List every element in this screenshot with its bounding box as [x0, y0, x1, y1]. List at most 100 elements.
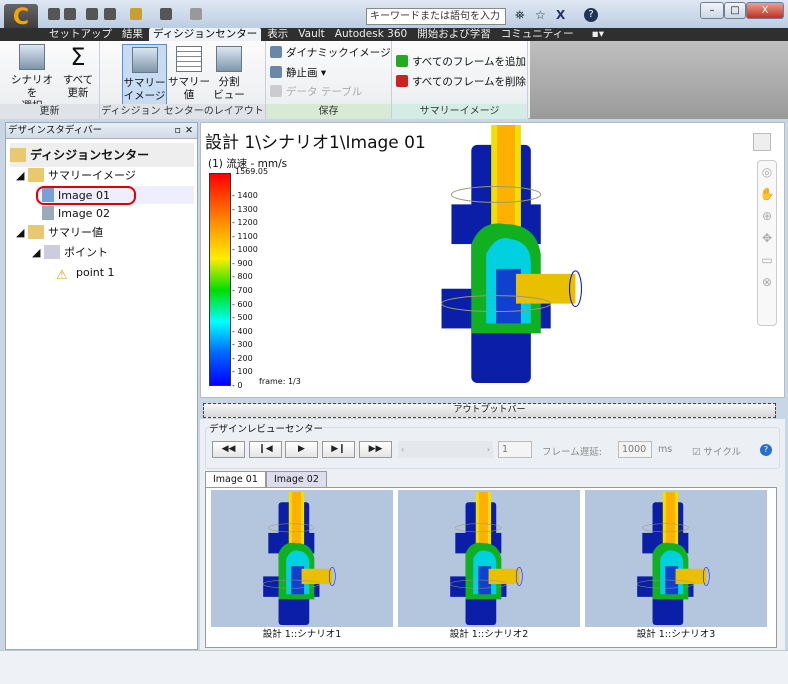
import-icon[interactable] [130, 8, 142, 20]
panel-label: ディシジョン センターのレイアウト [100, 104, 265, 119]
panel-save: ダイナミックイメージ 静止画 ▾ データ テーブル 保存 [266, 41, 392, 119]
still-image-icon [270, 66, 282, 78]
star-icon[interactable]: ☆ [535, 8, 546, 22]
last-frame-button[interactable]: ▶▶ [359, 441, 392, 458]
search-input[interactable]: キーワードまたは語句を入力 [366, 8, 506, 25]
legend-tick: - 100 [232, 367, 253, 377]
tab-image-02[interactable]: Image 02 [266, 471, 327, 487]
frame-spinner[interactable]: 1 [498, 441, 532, 458]
tab-getting-started[interactable]: 開始および学習 [417, 28, 491, 40]
orbit-icon[interactable]: ✥ [761, 231, 773, 245]
summary-image-button[interactable]: サマリー イメージ [122, 44, 167, 105]
tab-results[interactable]: 結果 [122, 28, 143, 40]
delete-frame-icon [396, 75, 408, 87]
save-as-icon[interactable] [104, 8, 116, 20]
navigation-bar[interactable]: ◎ ✋ ⊕ ✥ ▭ ⊗ [757, 160, 777, 326]
grid-icon [176, 46, 202, 72]
next-frame-button[interactable]: ▶❙ [322, 441, 355, 458]
video-icon[interactable]: ▪▾ [591, 28, 604, 40]
update-all-button[interactable]: Σ すべて 更新 [62, 43, 94, 99]
image-icon [42, 188, 54, 202]
view-cube-icon[interactable] [753, 133, 771, 151]
help-icon[interactable]: ? [760, 444, 772, 456]
minimize-button[interactable]: – [700, 2, 724, 19]
steering-wheel-icon[interactable]: ◎ [761, 165, 773, 179]
maximize-button[interactable]: □ [724, 2, 746, 19]
frame-label: frame: 1/3 [259, 377, 301, 386]
select-scenario-button[interactable]: シナリオを選択 [8, 44, 56, 113]
play-button[interactable]: ▶ [285, 441, 318, 458]
tree-item-image-01[interactable]: Image 01 [36, 186, 194, 205]
help-icon[interactable]: ? [584, 8, 598, 22]
add-all-frames-button[interactable]: すべてのフレームを追加 [396, 54, 526, 70]
panel-label: 更新 [0, 104, 99, 119]
select-scenario-icon [19, 44, 45, 70]
cycle-checkbox[interactable]: ☑ サイクル [692, 447, 742, 458]
tab-setup[interactable]: セットアップ [49, 28, 112, 40]
zoom-icon[interactable]: ⊕ [761, 209, 773, 223]
tree-item-summary-image[interactable]: ◢ サマリーイメージ [16, 168, 136, 182]
tree-item-image-02[interactable]: Image 02 [42, 205, 110, 223]
orbit-free-icon[interactable]: ⊗ [761, 275, 773, 289]
summary-value-button[interactable]: サマリー値 [168, 44, 210, 102]
point-warning-icon [43, 245, 60, 259]
legend-tick: - 1100 [232, 231, 258, 241]
tab-autodesk-360[interactable]: Autodesk 360 [334, 28, 408, 40]
thumbnail-caption: 設計 1::シナリオ2 [449, 629, 529, 640]
float-icon[interactable]: ▫ [174, 125, 181, 136]
tree-item-point-1[interactable]: ⚠ point 1 [56, 266, 115, 283]
frame-slider[interactable]: ‹ › [398, 441, 493, 458]
review-title: デザインレビューセンター [209, 421, 324, 435]
panel-label: 保存 [266, 104, 391, 119]
panel-label: サマリーイメージ [392, 104, 527, 119]
thumbnail-scenario-1[interactable] [211, 490, 393, 627]
close-button[interactable]: X [746, 2, 784, 19]
add-frame-icon [396, 55, 408, 67]
binoculars-icon[interactable]: ⛯ [515, 8, 525, 22]
tree-item-summary-value[interactable]: ◢ サマリー値 [16, 225, 103, 239]
tab-view[interactable]: 表示 [267, 28, 289, 40]
legend-tick: - 1300 [232, 204, 258, 214]
pan-icon[interactable]: ✋ [759, 187, 775, 201]
thumbnail-scenario-3[interactable] [585, 490, 767, 627]
tree-root[interactable]: ディシジョンセンター [10, 143, 194, 167]
graphics-view[interactable]: 設計 1\シナリオ1\Image 01 (1) 流速 - mm/s 1569.0… [200, 122, 785, 398]
frame-delay-label: フレーム遅延: [542, 447, 602, 458]
first-frame-button[interactable]: ◀◀ [212, 441, 245, 458]
tab-decision-center[interactable]: ディシジョンセンター [149, 28, 262, 41]
thumbnail-scenario-2[interactable] [398, 490, 580, 627]
look-icon[interactable]: ▭ [761, 253, 773, 267]
folder-search-icon [27, 168, 44, 182]
data-table-icon [270, 85, 282, 97]
tab-community[interactable]: コミュニティー [500, 28, 574, 40]
open-icon[interactable] [64, 8, 76, 20]
legend-tick: - 1200 [232, 218, 258, 228]
flow-model-thumbnail [636, 492, 710, 625]
legend-tick: - 600 [232, 299, 253, 309]
dynamic-image-button[interactable]: ダイナミックイメージ [270, 45, 391, 61]
tree-item-points[interactable]: ◢ ポイント [32, 245, 108, 259]
new-icon[interactable] [48, 8, 60, 20]
still-image-button[interactable]: 静止画 ▾ [270, 65, 326, 81]
warning-icon: ⚠ [56, 268, 68, 283]
tab-image-01[interactable]: Image 01 [205, 471, 266, 488]
part-icon[interactable] [160, 8, 172, 20]
ribbon-empty-area [530, 41, 788, 119]
legend-tick: - 400 [232, 326, 253, 336]
save-icon[interactable] [86, 8, 98, 20]
tab-vault[interactable]: Vault [298, 28, 325, 40]
table-icon[interactable] [190, 8, 202, 20]
split-view-button[interactable]: 分割 ビュー [212, 44, 246, 102]
flow-model-thumbnail [262, 492, 336, 625]
close-panel-icon[interactable]: ✕ [185, 125, 193, 136]
status-bar [0, 650, 788, 684]
data-table-button[interactable]: データ テーブル [270, 84, 362, 100]
frame-delay-input[interactable]: 1000 [618, 441, 652, 458]
output-bar[interactable]: アウトプットバー [203, 403, 776, 418]
legend-tick: - 800 [232, 272, 253, 282]
exchange-icon[interactable]: X [556, 8, 566, 22]
thumbnail-caption: 設計 1::シナリオ1 [262, 629, 342, 640]
previous-frame-button[interactable]: ❙◀ [249, 441, 282, 458]
delete-all-frames-button[interactable]: すべてのフレームを削除 [396, 74, 526, 90]
